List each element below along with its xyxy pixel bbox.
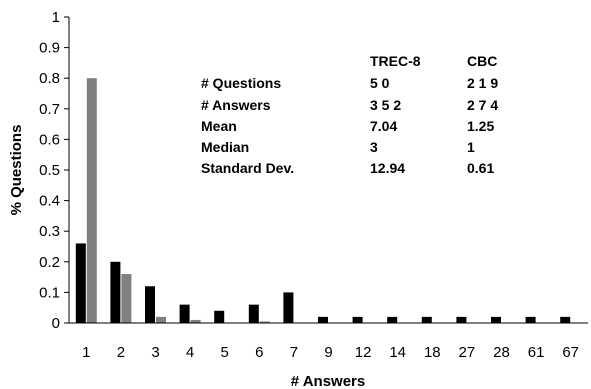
stats-cell: 1.25 (467, 118, 494, 134)
stats-cell: 0.61 (467, 160, 494, 176)
x-axis-ticks: 1 2 3 4 5 6 7 9 12 14 18 27 28 61 67 (82, 344, 579, 361)
y-tick-label: 0.8 (39, 70, 60, 87)
y-axis-ticks: 0 0.1 0.2 0.3 0.4 0.5 0.6 0.7 0.8 0.9 1 (39, 9, 69, 332)
bar-trec8-14 (387, 316, 398, 323)
bar-trec8-1 (75, 243, 86, 323)
stats-cell: 12.94 (370, 160, 405, 176)
y-tick-label: 0.7 (39, 101, 60, 118)
stats-cell: 3 5 2 (370, 97, 401, 113)
x-tick-label: 3 (151, 344, 159, 361)
bar-trec8-2 (110, 261, 121, 323)
stats-cell: 5 0 (370, 75, 390, 91)
x-tick-label: 6 (255, 344, 263, 361)
x-tick-label: 2 (117, 344, 125, 361)
bar-trec8-27 (456, 316, 467, 323)
stats-cell: 3 (370, 139, 378, 155)
stats-row-label: Mean (201, 118, 237, 134)
bar-trec8-12 (352, 316, 363, 323)
y-axis-title: % Questions (8, 125, 25, 216)
stats-col-header-trec8: TREC-8 (370, 53, 421, 69)
y-tick-label: 0 (52, 315, 60, 332)
stats-row-label: # Questions (201, 75, 281, 91)
bar-trec8-9 (318, 316, 328, 323)
y-tick-label: 0.2 (39, 254, 60, 271)
x-tick-label: 27 (459, 344, 476, 361)
bar-trec8-61 (525, 316, 536, 323)
bar-cbc-2 (121, 274, 132, 323)
stats-cell: 1 (467, 139, 475, 155)
y-tick-label: 0.5 (39, 162, 60, 179)
x-tick-label: 5 (221, 344, 229, 361)
x-tick-label: 9 (324, 344, 332, 361)
bars (75, 78, 571, 323)
x-tick-label: 14 (389, 344, 406, 361)
x-tick-label: 1 (82, 344, 90, 361)
x-tick-label: 61 (528, 344, 545, 361)
stats-cell: 2 7 4 (467, 97, 498, 113)
x-axis-title: # Answers (291, 373, 365, 389)
bar-cbc-1 (86, 78, 97, 323)
bar-trec8-67 (560, 316, 571, 323)
bar-cbc-6 (259, 321, 270, 323)
bar-cbc-3 (156, 316, 166, 323)
bar-trec8-18 (421, 316, 432, 323)
bar-trec8-28 (491, 316, 501, 323)
x-tick-label: 12 (355, 344, 372, 361)
stats-col-header-cbc: CBC (467, 53, 497, 69)
stats-row-label: Standard Dev. (201, 160, 294, 176)
bar-trec8-4 (179, 304, 190, 323)
x-tick-label: 18 (424, 344, 441, 361)
stats-row-label: # Answers (201, 97, 271, 113)
stats-cell: 2 1 9 (467, 75, 498, 91)
bar-trec8-7 (283, 292, 294, 323)
stats-row-label: Median (201, 139, 249, 155)
y-tick-label: 1 (52, 9, 60, 26)
y-tick-label: 0.6 (39, 131, 60, 148)
y-tick-label: 0.9 (39, 40, 60, 57)
bar-trec8-3 (145, 286, 155, 323)
bar-trec8-6 (248, 304, 259, 323)
x-tick-label: 4 (186, 344, 194, 361)
y-tick-label: 0.4 (39, 193, 60, 210)
y-tick-label: 0.1 (39, 284, 60, 301)
y-tick-label: 0.3 (39, 223, 60, 240)
stats-table: TREC-8 CBC # Questions 5 0 2 1 9 # Answe… (201, 53, 498, 176)
stats-cell: 7.04 (370, 118, 397, 134)
x-tick-label: 28 (493, 344, 510, 361)
bar-trec8-5 (214, 310, 225, 323)
x-tick-label: 7 (290, 344, 298, 361)
x-tick-label: 67 (562, 344, 579, 361)
bar-cbc-4 (190, 319, 201, 323)
